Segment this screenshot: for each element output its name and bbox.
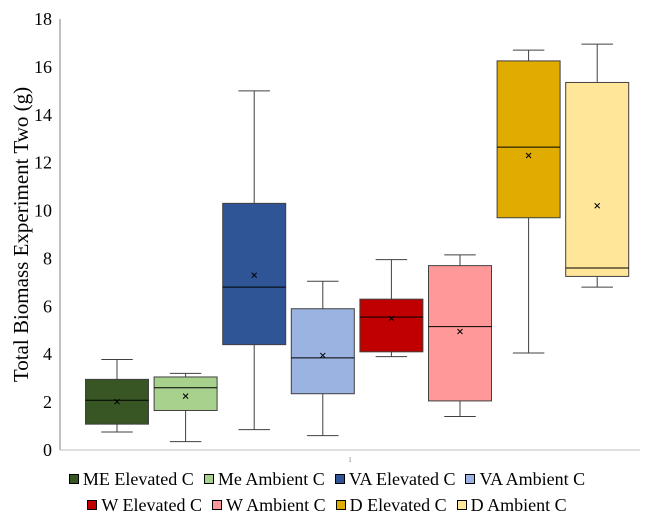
mean-marker — [319, 352, 326, 359]
mean-marker — [251, 272, 258, 279]
y-axis-title: Total Biomass Experiment Two (g) — [9, 87, 33, 382]
legend-row: ME Elevated C Me Ambient C VA Elevated C VA… — [0, 466, 654, 492]
x-tick-label: 1 — [348, 456, 352, 464]
legend-item: D Elevated C — [335, 494, 447, 516]
legend-label: W Ambient C — [225, 494, 326, 515]
legend-item: D Ambient C — [456, 494, 567, 516]
legend-row: W Elevated C W Ambient C D Elevated C D Amb… — [0, 492, 654, 518]
legend-item: Me Ambient C — [203, 468, 325, 490]
legend-swatch — [211, 500, 222, 510]
legend-swatch — [335, 500, 346, 510]
legend-swatch — [456, 500, 467, 510]
legend-swatch — [87, 500, 98, 510]
legend-label: VA Elevated C — [348, 468, 456, 489]
chart-svg: 0 2 4 6 8 10 12 14 16 18 1 Total Biomass Experiment… — [9, 9, 640, 464]
box — [496, 60, 561, 219]
y-tick-label: 12 — [34, 153, 52, 173]
y-tick-label: 6 — [43, 296, 52, 316]
mean-marker — [388, 315, 395, 322]
y-tick-label: 0 — [43, 440, 52, 460]
legend-label: ME Elevated C — [82, 468, 194, 489]
legend-swatch — [334, 474, 345, 484]
box — [428, 265, 492, 402]
legend-item: W Ambient C — [211, 494, 326, 516]
mean-marker — [457, 328, 463, 335]
y-tick-label: 14 — [34, 105, 52, 125]
legend-label: D Elevated C — [349, 494, 447, 515]
box — [359, 298, 424, 353]
box — [222, 202, 287, 346]
legend-item: ME Elevated C — [68, 468, 194, 490]
legend-item: VA Elevated C — [334, 468, 456, 490]
legend-item: W Elevated C — [87, 495, 202, 516]
mean-marker — [182, 393, 189, 399]
legend-label: VA Ambient C — [479, 468, 586, 489]
mean-marker — [525, 152, 532, 159]
y-tick-label: 2 — [43, 392, 52, 412]
box — [153, 376, 218, 411]
legend-label: W Elevated C — [101, 494, 202, 515]
legend-swatch — [68, 474, 79, 484]
legend-item: VA Ambient C — [465, 469, 585, 490]
y-tick-label: 16 — [34, 57, 52, 77]
legend-label: D Ambient C — [470, 494, 567, 515]
legend-swatch — [465, 474, 476, 484]
mean-marker — [114, 398, 120, 405]
mean-marker — [594, 202, 601, 209]
box — [565, 81, 630, 277]
y-tick-label: 4 — [43, 344, 52, 364]
box — [85, 378, 149, 425]
y-tick-label: 8 — [43, 248, 52, 268]
y-tick-label: 10 — [34, 201, 52, 221]
y-tick-label: 18 — [34, 9, 52, 29]
legend: ME Elevated C Me Ambient C VA Elevated C VA… — [0, 466, 654, 518]
box — [290, 308, 355, 395]
legend-swatch — [203, 474, 214, 484]
legend-label: Me Ambient C — [217, 468, 325, 489]
